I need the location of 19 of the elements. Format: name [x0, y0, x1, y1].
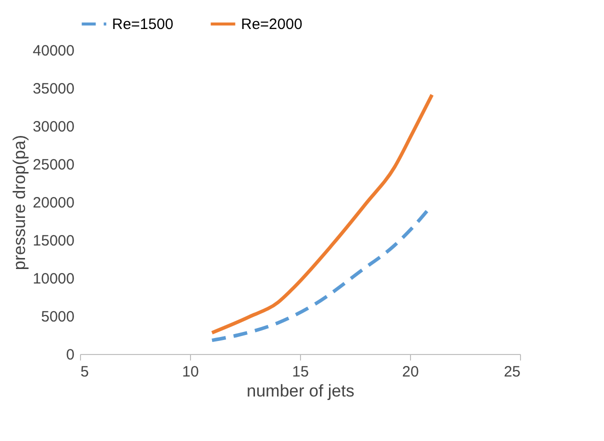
x-axis-title: number of jets [246, 382, 354, 400]
x-tick-label: 5 [80, 364, 89, 380]
x-tick-label: 25 [504, 364, 520, 380]
y-tick-label: 25000 [32, 156, 74, 174]
y-tick-label: 20000 [32, 194, 74, 212]
y-axis-title: pressure drop(pa) [10, 134, 29, 270]
x-tick-label: 10 [182, 364, 199, 380]
y-tick-label: 15000 [32, 232, 74, 250]
y-tick-label: 10000 [32, 270, 74, 288]
x-tick-label: 20 [402, 364, 419, 380]
x-tick-label: 15 [292, 364, 309, 380]
y-tick-label: 5000 [41, 308, 74, 326]
y-tick-label: 30000 [32, 118, 74, 136]
y-tick-label: 35000 [32, 80, 74, 98]
y-tick-label: 40000 [32, 42, 74, 60]
legend-label: Re=2000 [241, 16, 302, 33]
line-series [210, 93, 434, 334]
legend-label: Re=1500 [112, 16, 174, 33]
y-tick-label: 0 [66, 346, 74, 364]
